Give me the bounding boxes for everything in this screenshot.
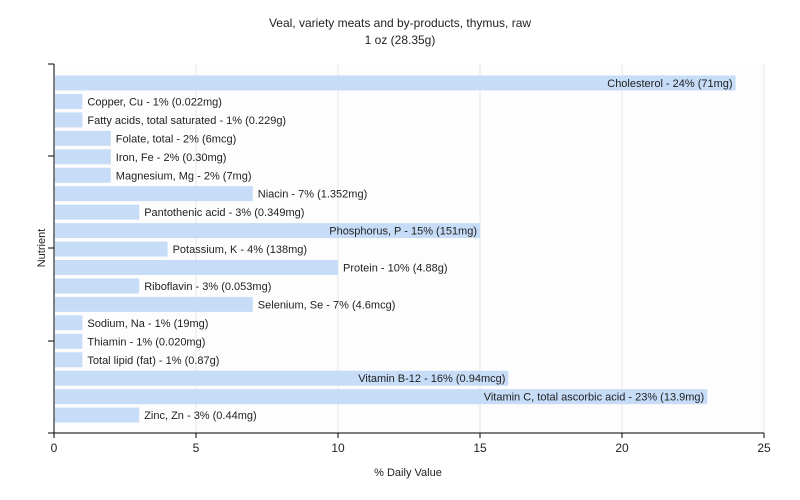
x-tick-label: 5 <box>193 441 200 455</box>
bar <box>55 260 338 275</box>
bar-label: Selenium, Se - 7% (4.6mcg) <box>258 299 396 311</box>
x-tick-label: 0 <box>51 441 58 455</box>
x-tick-label: 15 <box>473 441 487 455</box>
bar <box>55 223 480 239</box>
bar <box>55 186 253 202</box>
bar <box>55 407 140 423</box>
bar <box>55 315 83 331</box>
bar-label: Fatty acids, total saturated - 1% (0.229… <box>87 115 286 127</box>
bar <box>55 149 111 165</box>
bar <box>55 75 736 91</box>
bar <box>55 389 708 405</box>
x-tick-label: 20 <box>615 441 629 455</box>
bar <box>55 130 111 146</box>
axes-group <box>48 63 764 434</box>
bar-label: Iron, Fe - 2% (0.30mg) <box>116 152 227 164</box>
bar-label: Total lipid (fat) - 1% (0.87g) <box>87 355 219 367</box>
bar <box>55 112 83 128</box>
bar <box>55 167 111 183</box>
x-tick-label: 25 <box>757 441 771 455</box>
chart-title: Veal, variety meats and by-products, thy… <box>269 16 531 30</box>
bar <box>55 93 83 109</box>
bar-label: Phosphorus, P - 15% (151mg) <box>329 226 477 238</box>
bar-label: Cholesterol - 24% (71mg) <box>607 78 732 90</box>
bar-label: Vitamin B-12 - 16% (0.94mcg) <box>358 373 505 385</box>
bar-label: Potassium, K - 4% (138mg) <box>173 244 308 256</box>
bar-label: Vitamin C, total ascorbic acid - 23% (13… <box>484 392 705 404</box>
bar <box>55 333 83 349</box>
bar-label: Copper, Cu - 1% (0.022mg) <box>87 96 222 108</box>
bar <box>55 278 140 294</box>
bar-label: Pantothenic acid - 3% (0.349mg) <box>144 207 304 219</box>
bar-label: Magnesium, Mg - 2% (7mg) <box>116 170 252 182</box>
bar <box>55 204 140 220</box>
chart-subtitle: 1 oz (28.35g) <box>365 33 436 47</box>
bar <box>55 241 168 257</box>
bar-label: Protein - 10% (4.88g) <box>343 263 448 275</box>
y-axis-label: Nutrient <box>36 229 48 268</box>
bar-label: Thiamin - 1% (0.020mg) <box>87 336 205 348</box>
x-ticks-group: 0 5 10 15 20 25 <box>51 433 771 455</box>
bar-label: Niacin - 7% (1.352mg) <box>258 189 367 201</box>
bar <box>55 370 509 386</box>
bar <box>55 296 253 312</box>
bar-label: Zinc, Zn - 3% (0.44mg) <box>144 410 256 422</box>
bar-label: Sodium, Na - 1% (19mg) <box>87 318 208 330</box>
x-tick-label: 10 <box>331 441 345 455</box>
bars-group: Cholesterol - 24% (71mg) Copper, Cu - 1% … <box>55 75 736 423</box>
bar <box>55 352 83 368</box>
bar-label: Folate, total - 2% (6mcg) <box>116 133 236 145</box>
bar-label: Riboflavin - 3% (0.053mg) <box>144 281 271 293</box>
x-axis-label: % Daily Value <box>374 467 442 479</box>
